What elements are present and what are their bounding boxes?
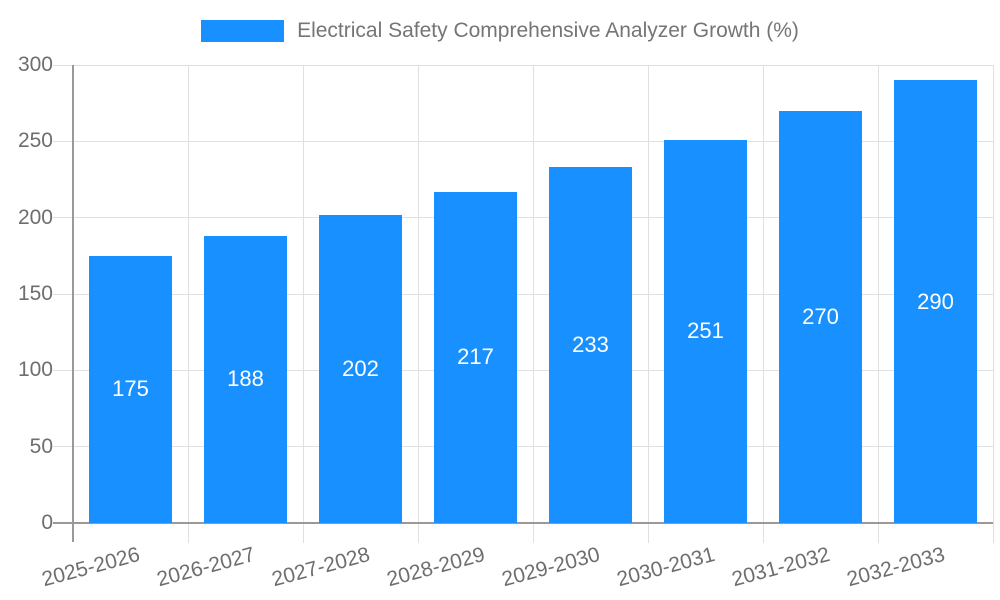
x-gridline — [188, 65, 189, 543]
x-axis-tick-label: 2026-2027 — [154, 543, 258, 592]
y-axis-tick-label: 100 — [17, 358, 53, 381]
y-gridline — [53, 294, 993, 295]
legend-label: Electrical Safety Comprehensive Analyzer… — [297, 19, 799, 42]
bar[interactable] — [894, 80, 977, 523]
y-gridline — [53, 370, 993, 371]
x-gridline — [303, 65, 304, 543]
bar[interactable] — [664, 140, 747, 523]
bar-value-label: 233 — [572, 332, 609, 357]
x-axis-tick-label: 2028-2029 — [384, 543, 488, 592]
x-gridline — [533, 65, 534, 543]
y-axis-tick-label: 200 — [17, 206, 53, 229]
bar-value-label: 290 — [917, 289, 954, 314]
y-axis-tick-label: 50 — [29, 435, 53, 458]
bar-value-label: 202 — [342, 356, 379, 381]
bar-value-label: 270 — [802, 304, 839, 329]
legend[interactable]: Electrical Safety Comprehensive Analyzer… — [0, 19, 1000, 43]
x-axis-tick-label: 2030-2031 — [614, 543, 718, 592]
bar[interactable] — [204, 236, 287, 523]
x-axis-tick-label: 2032-2033 — [844, 543, 948, 592]
y-axis-tick-label: 150 — [17, 282, 53, 305]
y-axis-tick-label: 0 — [41, 511, 53, 534]
x-axis-tick-label: 2029-2030 — [499, 543, 603, 592]
bar-value-label: 175 — [112, 376, 149, 401]
y-gridline — [53, 446, 993, 447]
bar-value-label: 217 — [457, 344, 494, 369]
legend-swatch-icon — [201, 20, 285, 42]
bar[interactable] — [319, 215, 402, 523]
bar[interactable] — [89, 256, 172, 523]
x-axis-line — [53, 522, 993, 524]
x-gridline — [993, 65, 994, 543]
y-axis-tick-label: 300 — [17, 53, 53, 76]
bar[interactable] — [434, 192, 517, 523]
x-gridline — [763, 65, 764, 543]
x-gridline — [878, 65, 879, 543]
y-axis-line — [72, 65, 74, 542]
y-gridline — [53, 141, 993, 142]
x-axis-tick-label: 2027-2028 — [269, 543, 373, 592]
x-gridline — [418, 65, 419, 543]
x-axis-tick-label: 2031-2032 — [729, 543, 833, 592]
y-gridline — [53, 65, 993, 66]
x-gridline — [648, 65, 649, 543]
bar-value-label: 251 — [687, 318, 724, 343]
x-axis-tick-label: 2025-2026 — [39, 543, 143, 592]
bar[interactable] — [779, 111, 862, 523]
y-axis-tick-label: 250 — [17, 129, 53, 152]
bar-value-label: 188 — [227, 366, 264, 391]
y-gridline — [53, 217, 993, 218]
bar[interactable] — [549, 167, 632, 523]
